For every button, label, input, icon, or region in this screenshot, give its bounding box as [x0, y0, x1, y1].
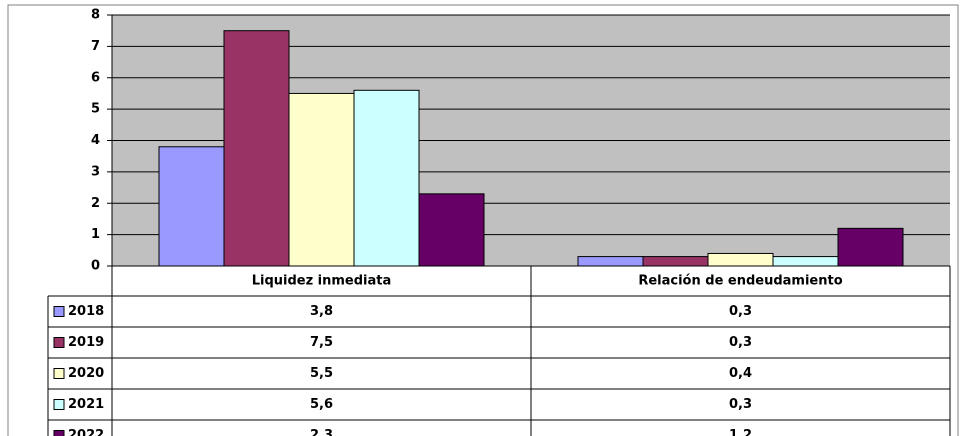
- y-tick-label: 1: [91, 227, 100, 242]
- y-tick-label: 2: [91, 196, 100, 211]
- category-label: Relación de endeudamiento: [638, 274, 842, 289]
- legend-label: 2021: [68, 397, 104, 412]
- table-value: 5,5: [310, 366, 333, 381]
- category-label: Liquidez inmediata: [252, 274, 392, 289]
- bar: [353, 89, 420, 267]
- legend-label: 2018: [68, 304, 104, 319]
- legend-swatch: [53, 306, 65, 317]
- table-value: 3,8: [310, 304, 333, 319]
- bar: [577, 256, 644, 267]
- bar: [707, 252, 774, 267]
- legend-swatch: [53, 337, 65, 348]
- table-value: 5,6: [310, 397, 333, 412]
- legend-label: 2022: [68, 428, 104, 436]
- y-tick-label: 0: [91, 259, 100, 274]
- y-tick-label: 6: [91, 70, 100, 85]
- y-tick-label: 5: [91, 102, 100, 117]
- y-tick-label: 4: [91, 133, 100, 148]
- bar: [418, 193, 485, 267]
- y-tick-label: 3: [91, 164, 100, 179]
- legend-swatch: [53, 368, 65, 379]
- table-value: 0,3: [729, 304, 752, 319]
- bar: [288, 92, 355, 267]
- legend-label: 2019: [68, 335, 104, 350]
- bar: [642, 256, 709, 267]
- table-value: 1,2: [729, 428, 752, 436]
- table-value: 0,4: [729, 366, 752, 381]
- legend-label: 2020: [68, 366, 104, 381]
- bar: [223, 30, 290, 267]
- legend-swatch: [53, 430, 65, 436]
- bar: [158, 146, 225, 267]
- y-tick-label: 8: [91, 8, 100, 23]
- bar: [772, 256, 839, 267]
- table-value: 2,3: [310, 428, 333, 436]
- table-value: 7,5: [310, 335, 333, 350]
- bar: [837, 227, 904, 267]
- legend-swatch: [53, 399, 65, 410]
- y-tick-label: 7: [91, 39, 100, 54]
- table-value: 0,3: [729, 335, 752, 350]
- table-value: 0,3: [729, 397, 752, 412]
